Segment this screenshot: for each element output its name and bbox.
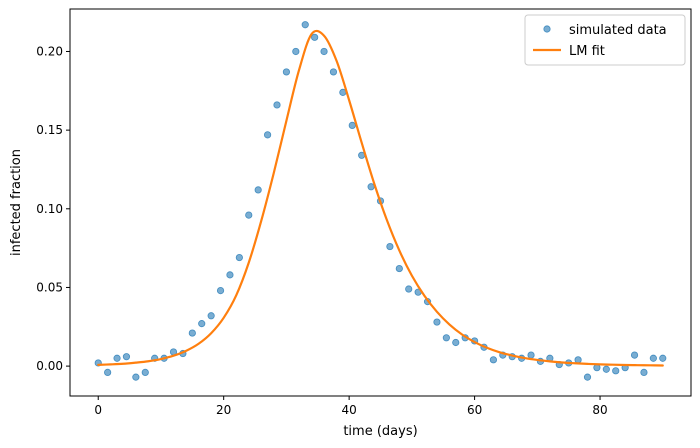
data-point (188, 329, 196, 337)
legend-marker-scatter (543, 25, 551, 33)
legend-label-line: LM fit (569, 44, 605, 59)
data-point (301, 21, 309, 29)
data-point (282, 68, 291, 76)
axes-layer: 0 20 40 60 80 0.00 0.05 0.10 0.15 0.20 (36, 8, 692, 417)
data-point (659, 354, 667, 362)
data-point (348, 121, 356, 130)
data-point (630, 351, 639, 359)
data-point (442, 334, 450, 342)
data-point (386, 242, 394, 251)
data-point (367, 183, 375, 191)
data-point (527, 351, 535, 359)
data-point (583, 373, 592, 381)
data-point (311, 33, 319, 41)
legend-box (524, 14, 686, 66)
x-tick-label: 20 (216, 403, 231, 417)
legend: simulated data LM fit (524, 14, 686, 66)
data-point (122, 353, 131, 361)
data-point (254, 186, 262, 194)
data-point (612, 367, 620, 375)
axes-frame (69, 8, 692, 397)
data-point (405, 285, 413, 293)
data-point (263, 131, 272, 139)
data-point (329, 68, 338, 76)
y-tick-label: 0.00 (36, 359, 63, 373)
data-point (649, 354, 657, 362)
data-point (226, 271, 234, 279)
x-tick-label: 40 (341, 403, 356, 417)
x-axis-label: time (days) (343, 424, 417, 439)
data-point (235, 253, 243, 262)
x-tick-label: 0 (94, 403, 102, 417)
data-point (132, 373, 140, 381)
data-point (433, 318, 441, 326)
x-tick-label: 60 (467, 403, 482, 417)
data-point (245, 211, 253, 219)
data-point (292, 47, 300, 56)
data-point (395, 264, 403, 273)
data-point (602, 365, 610, 373)
y-tick-label: 0.10 (36, 202, 63, 216)
x-tick-label: 80 (592, 403, 607, 417)
data-point (320, 47, 328, 56)
fit-line (97, 29, 664, 367)
y-tick-label: 0.20 (36, 44, 63, 58)
data-point (207, 312, 215, 320)
data-point (141, 368, 149, 376)
y-axis-label: infected fraction (9, 149, 24, 256)
data-point (113, 354, 121, 362)
data-point (273, 101, 281, 109)
y-tick-label: 0.05 (36, 280, 63, 294)
plot-layer (94, 21, 667, 381)
legend-label-scatter: simulated data (569, 23, 667, 38)
data-point (452, 338, 460, 347)
data-point (489, 356, 498, 364)
y-tick-label: 0.15 (36, 123, 63, 137)
data-point (216, 286, 225, 295)
data-point (574, 356, 582, 364)
data-point (104, 368, 112, 376)
data-point (198, 320, 206, 328)
data-point (640, 368, 648, 376)
